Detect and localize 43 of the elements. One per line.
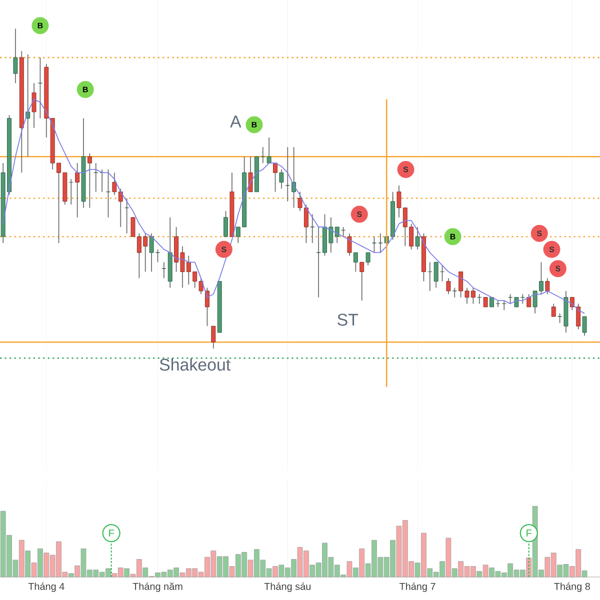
- candlestick: [452, 287, 457, 298]
- candlestick: [378, 232, 383, 254]
- candlestick: [551, 303, 556, 317]
- candlestick: [360, 262, 364, 301]
- candlestick: [279, 169, 284, 190]
- candlestick: [366, 252, 370, 266]
- candlestick: [75, 162, 80, 218]
- candlestick: [446, 278, 451, 295]
- candlestick: [582, 316, 587, 336]
- candlestick: [248, 156, 253, 192]
- candlestick: [266, 137, 272, 164]
- candlestick: [372, 236, 376, 254]
- x-tick-label: Tháng 8: [554, 582, 590, 592]
- candlestick: [204, 287, 210, 327]
- candlestick: [434, 262, 438, 288]
- x-tick-label: Tháng năm: [132, 582, 182, 592]
- x-tick-label: Tháng sáu: [264, 582, 310, 592]
- candlestick: [87, 153, 92, 208]
- candlestick: [347, 232, 352, 256]
- candlestick: [211, 326, 216, 349]
- text: Shakeout: [160, 358, 230, 371]
- x-tick-label: Tháng 7: [399, 582, 436, 592]
- candlestick: [162, 262, 166, 279]
- annotation: F: [109, 530, 114, 537]
- candlestick: [224, 210, 228, 238]
- annotation: F: [526, 530, 532, 537]
- candlestick: [545, 278, 550, 295]
- annotation: ST: [338, 314, 358, 326]
- candlestick: [149, 232, 154, 272]
- annotation: A: [230, 116, 242, 128]
- candlestick: [32, 82, 36, 128]
- candlestick: [334, 226, 340, 244]
- x-tick-label: Tháng 4: [28, 582, 64, 592]
- candlestick: [310, 214, 315, 244]
- candlestick: [285, 146, 290, 202]
- candlestick: [13, 28, 18, 84]
- candlestick: [483, 296, 488, 308]
- candlestick: [118, 188, 123, 228]
- candlestick: [415, 226, 420, 250]
- candlestick: [112, 172, 117, 196]
- candlestick: [353, 252, 358, 272]
- candlestick: [273, 162, 278, 192]
- candlestick: [526, 294, 532, 308]
